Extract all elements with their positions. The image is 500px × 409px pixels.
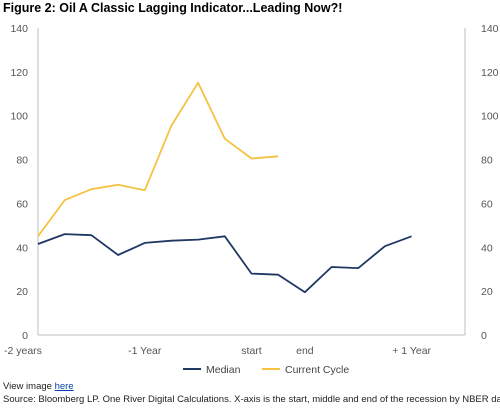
source-note: Source: Bloomberg LP. One River Digital … [3,394,500,405]
series-line-current-cycle [37,81,279,237]
y-tick-label-right: 140 [481,23,499,35]
y-tick-label-left: 60 [16,198,28,210]
view-image-line: View image here [3,381,74,392]
x-tick-label: -2 years [4,345,42,357]
y-axis-right-ticks: 0 20 40 60 80 100 120 140 [481,23,499,342]
y-tick-label-left: 140 [10,23,28,35]
y-tick-label-left: 80 [16,155,28,167]
legend: Median Current Cycle [183,364,349,376]
view-image-link[interactable]: here [54,381,74,392]
x-tick-label: start [241,345,262,357]
y-tick-label-right: 60 [481,198,493,210]
y-tick-label-right: 100 [481,111,499,123]
series-line-median [37,233,412,294]
y-tick-label-right: 0 [481,330,487,342]
y-tick-label-left: 40 [16,242,28,254]
y-tick-label-right: 40 [481,242,493,254]
chart-title: Figure 2: Oil A Classic Lagging Indicato… [3,1,343,15]
y-tick-label-right: 80 [481,155,493,167]
x-tick-label: end [296,345,314,357]
chart-axes [37,28,466,336]
y-tick-label-left: 100 [10,111,28,123]
x-axis-ticks: -2 years -1 Year start end + 1 Year [4,345,432,357]
legend-label-current-cycle: Current Cycle [285,364,349,376]
y-tick-label-left: 120 [10,67,28,79]
series-lines [37,81,412,294]
y-tick-label-right: 120 [481,67,499,79]
y-tick-label-left: 20 [16,286,28,298]
view-image-prefix: View image [3,381,55,392]
y-axis-left-ticks: 0 20 40 60 80 100 120 140 [10,23,28,342]
line-chart: 0 20 40 60 80 100 120 140 0 20 40 60 80 100 120 140 -2… [4,23,499,376]
y-tick-label-right: 20 [481,286,493,298]
x-tick-label: + 1 Year [392,345,431,357]
legend-label-median: Median [206,364,241,376]
y-tick-label-left: 0 [22,330,28,342]
x-tick-label: -1 Year [128,345,162,357]
